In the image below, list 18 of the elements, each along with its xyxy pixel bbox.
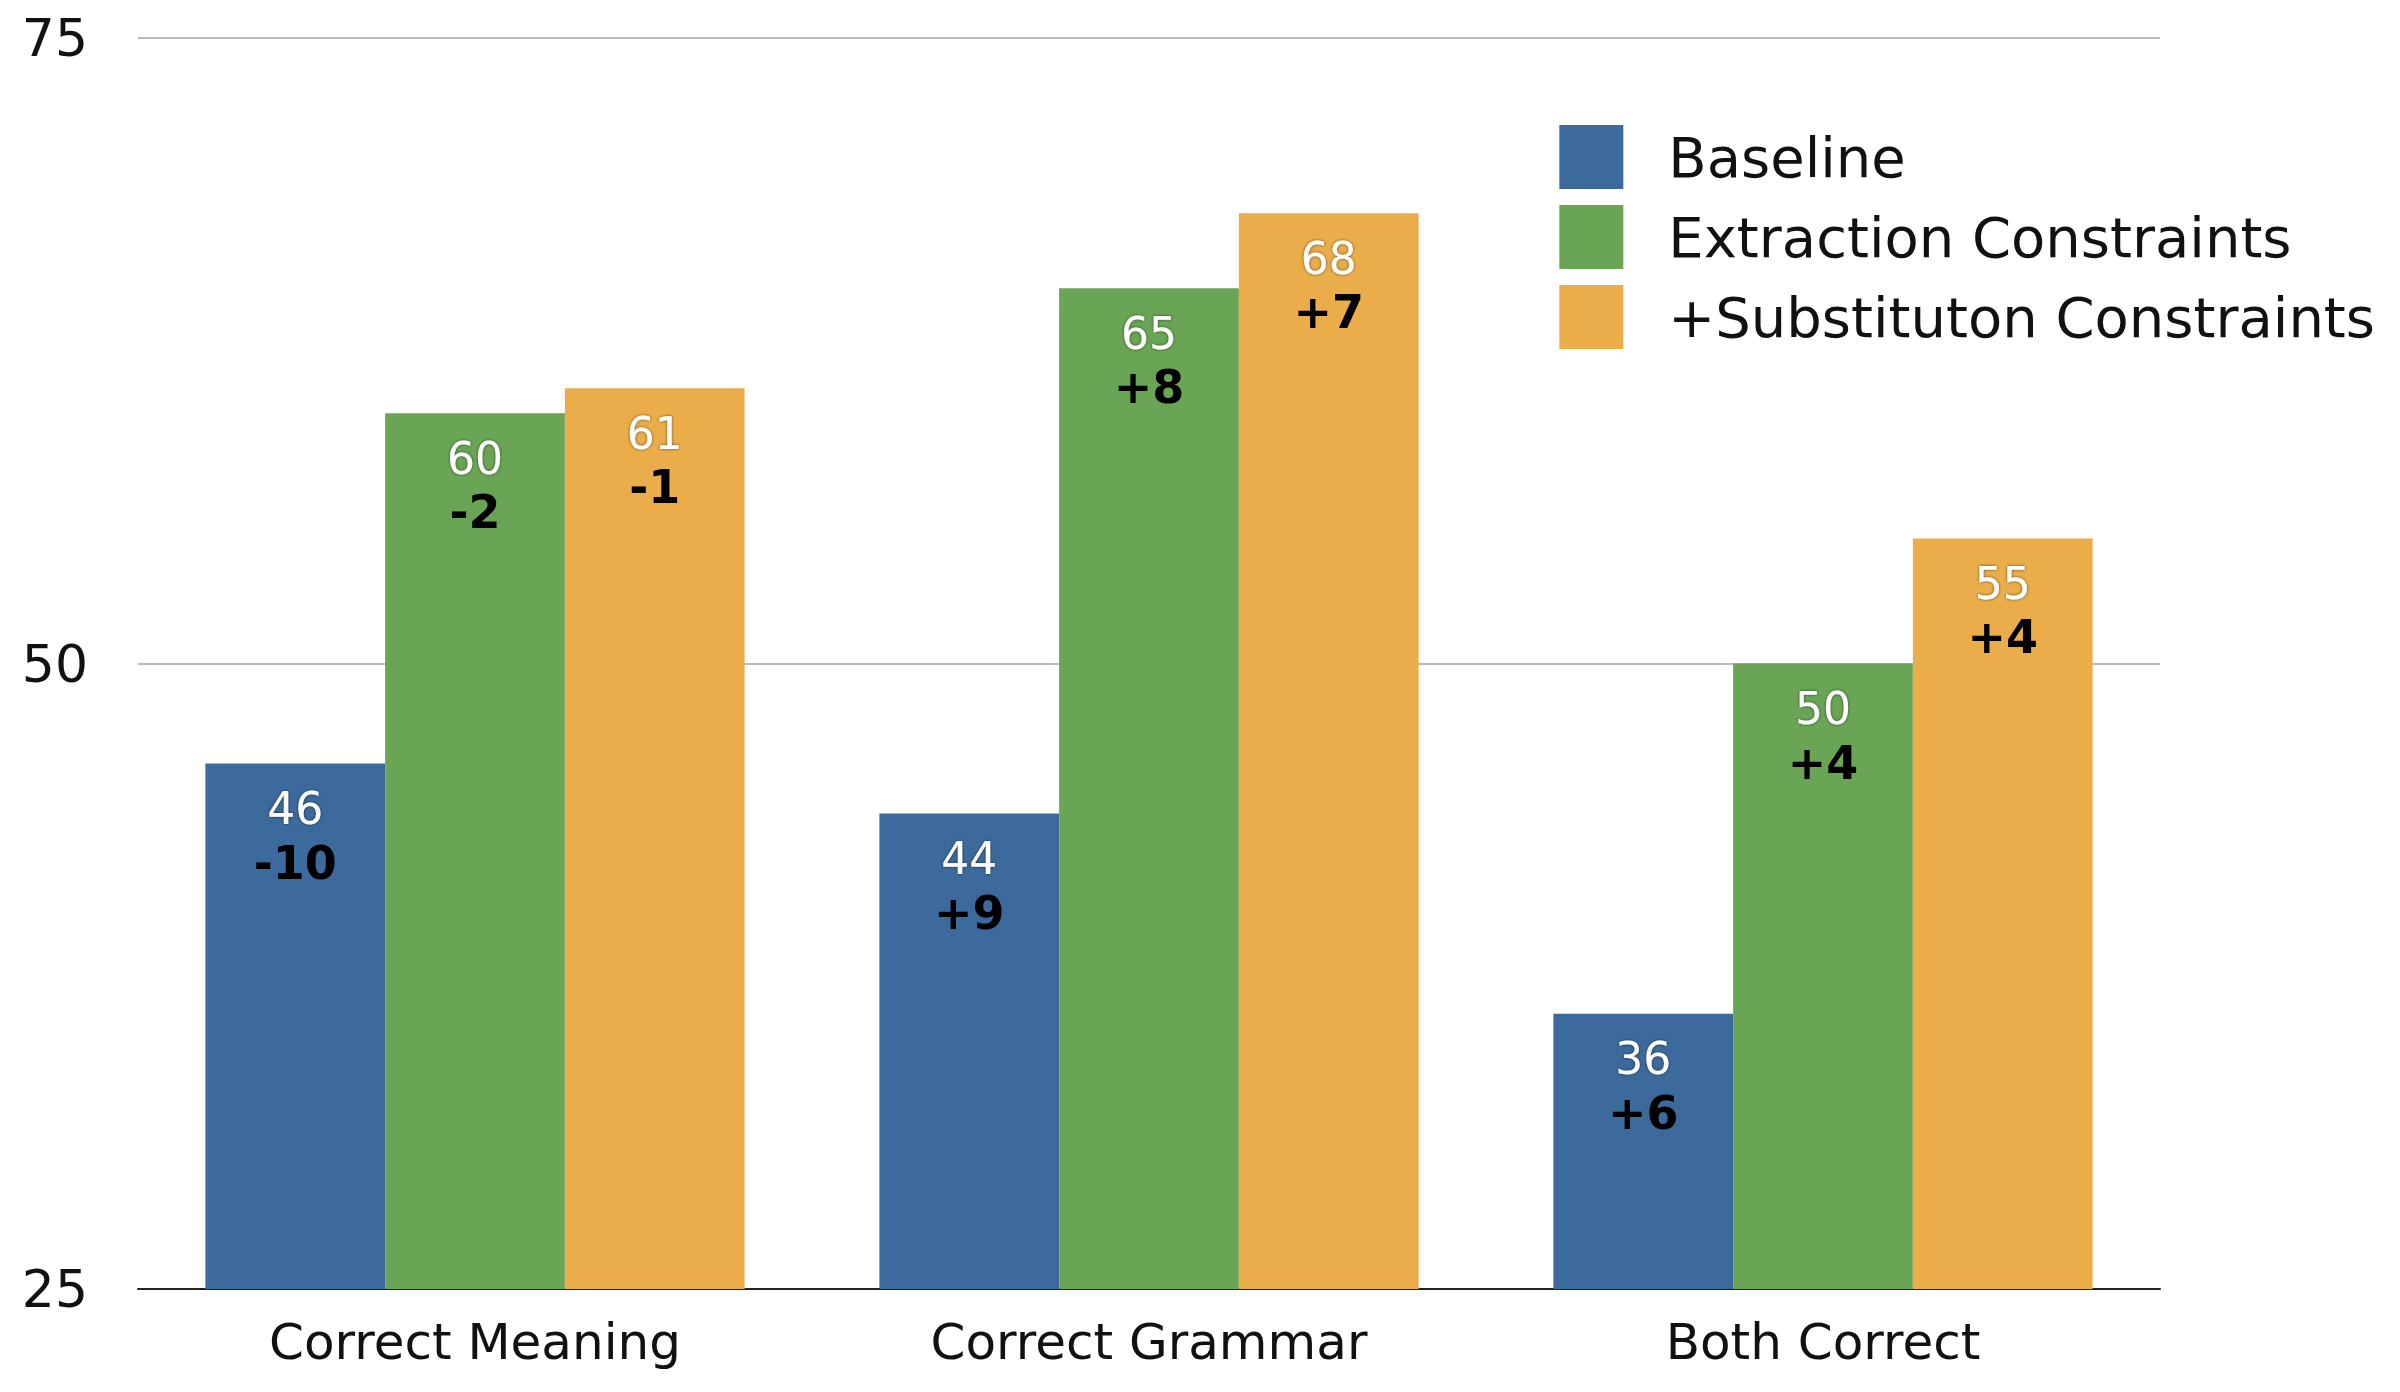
x-tick-label: Correct Meaning [269,1313,681,1371]
y-tick-label: 25 [21,1259,88,1319]
data-label: 44 +9 [933,833,1005,940]
y-tick-label: 50 [21,633,88,694]
data-label: 36 +6 [1607,1033,1679,1140]
data-label: 65 +8 [1113,307,1185,415]
data-label: 55 +4 [1967,557,2039,665]
data-label: 61 -1 [626,407,683,515]
legend-label: +Substituton Constraints [1668,284,2375,350]
x-tick-label: Correct Grammar [930,1313,1368,1371]
data-label: 50 +4 [1787,683,1859,790]
data-label: 46 -10 [253,783,337,890]
data-label: 68 +7 [1293,232,1365,340]
x-tick-label: Both Correct [1665,1313,1981,1371]
legend-label: Baseline [1668,124,1906,190]
legend-label: Extraction Constraints [1668,204,2292,270]
y-tick-label: 75 [21,8,88,68]
data-label: 60 -2 [447,432,503,540]
